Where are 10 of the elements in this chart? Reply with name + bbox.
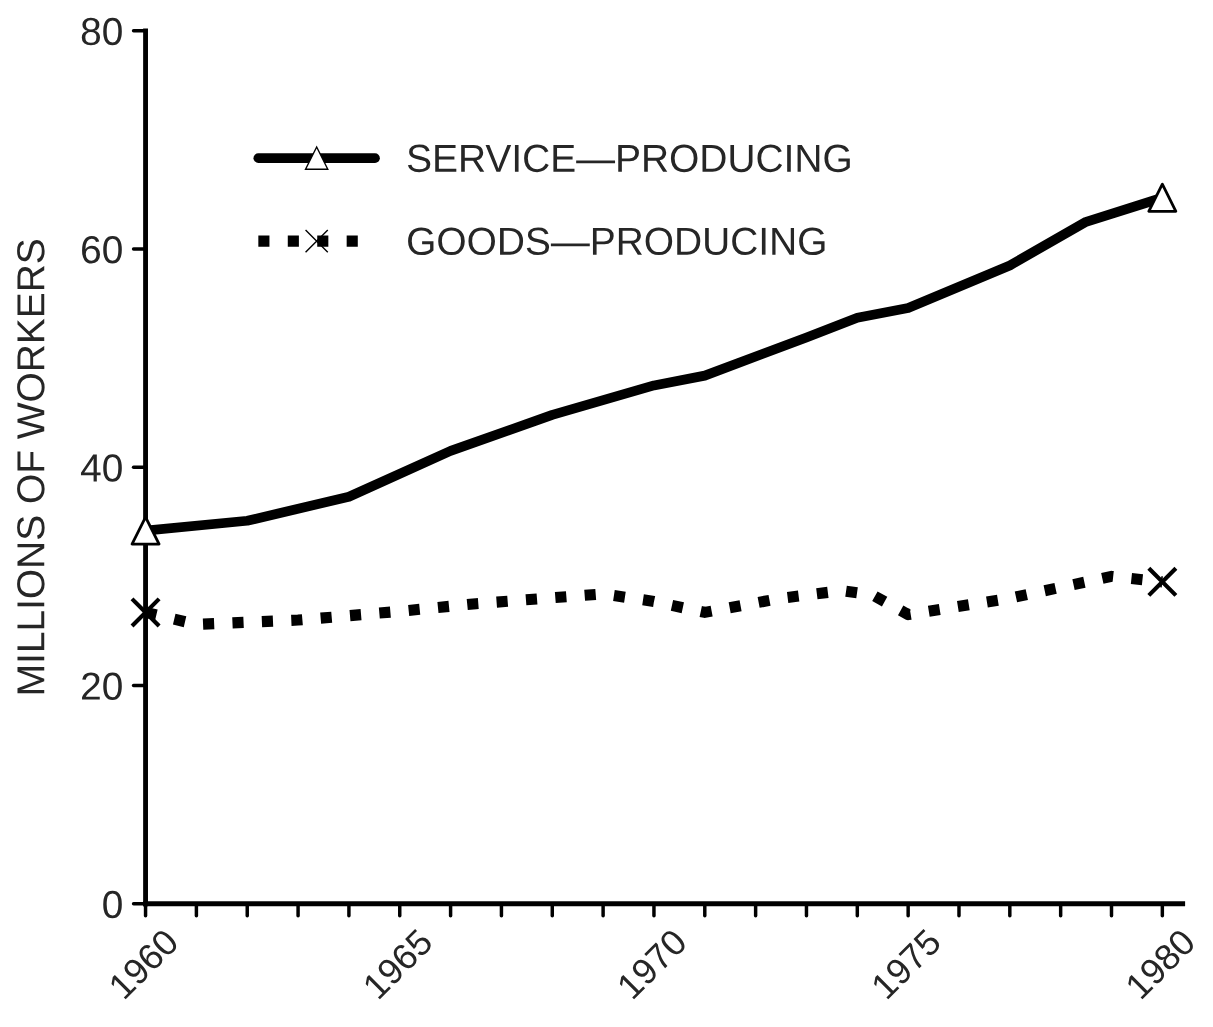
legend-label: GOODS—PRODUCING <box>408 227 825 256</box>
y-axis-title: MILLIONS OF WORKERS <box>17 240 45 694</box>
point <box>130 515 161 546</box>
point <box>1147 182 1178 213</box>
y-tick-label: 60 <box>82 235 122 264</box>
y-tick-label: 80 <box>81 17 122 46</box>
y-tick-label: 40 <box>80 454 122 482</box>
legend-label: SERVICE—PRODUCING <box>407 144 850 173</box>
y-tick-label: 20 <box>82 672 122 700</box>
y-tick-label: 0 <box>103 890 122 919</box>
